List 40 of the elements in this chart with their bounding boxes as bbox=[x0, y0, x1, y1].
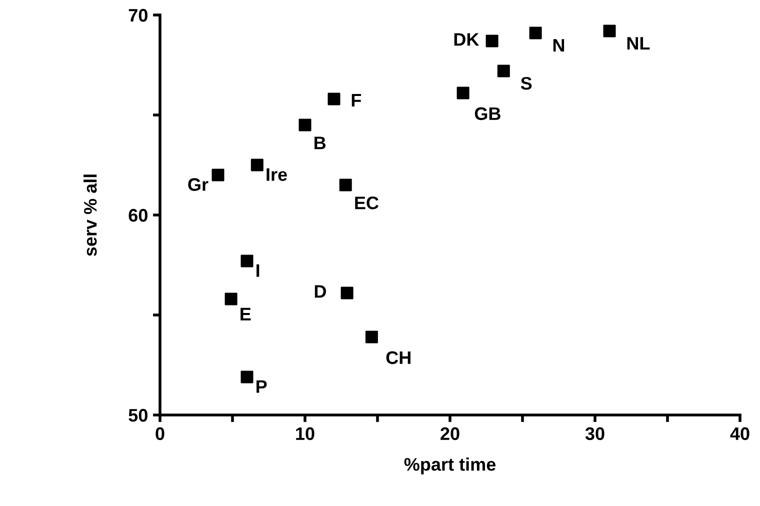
annotation: GB bbox=[474, 107, 500, 120]
x-tick-label: 40 bbox=[730, 427, 750, 440]
annotation: EC bbox=[355, 196, 379, 210]
annotation: I bbox=[256, 264, 260, 277]
point bbox=[529, 26, 542, 40]
point bbox=[328, 92, 340, 106]
y-tick-label: 50 bbox=[128, 408, 148, 422]
annotation: CH bbox=[386, 351, 410, 364]
annotation: B bbox=[314, 136, 326, 150]
point bbox=[339, 178, 352, 192]
annotation: F bbox=[352, 94, 362, 106]
y-axis-title: serv % all bbox=[84, 174, 97, 256]
point bbox=[240, 254, 254, 268]
point bbox=[340, 286, 354, 300]
annotation: D bbox=[314, 285, 326, 298]
point bbox=[365, 330, 378, 344]
x-tick-label: 20 bbox=[440, 427, 460, 440]
annotation: DK bbox=[454, 33, 480, 46]
annotation: N bbox=[553, 39, 564, 52]
annotation: NL bbox=[627, 37, 650, 50]
point bbox=[250, 158, 264, 172]
annotation: Ire bbox=[266, 168, 287, 181]
point bbox=[497, 64, 510, 78]
annotation: Gr bbox=[188, 178, 208, 191]
point bbox=[224, 292, 238, 306]
annotation: P bbox=[256, 380, 267, 393]
y-tick-label: 70 bbox=[128, 8, 148, 22]
x-axis-title: %part time bbox=[404, 458, 496, 474]
y-tick-label: 60 bbox=[128, 208, 148, 222]
point bbox=[603, 24, 616, 38]
point bbox=[486, 34, 498, 48]
point bbox=[240, 370, 254, 384]
annotation: E bbox=[240, 308, 251, 320]
point bbox=[298, 118, 312, 132]
annotation: S bbox=[520, 76, 532, 90]
point bbox=[212, 168, 224, 182]
point bbox=[456, 86, 470, 100]
x-tick-label: 0 bbox=[156, 427, 164, 440]
x-tick-label: 30 bbox=[585, 427, 604, 440]
x-tick-label: 10 bbox=[296, 427, 314, 440]
